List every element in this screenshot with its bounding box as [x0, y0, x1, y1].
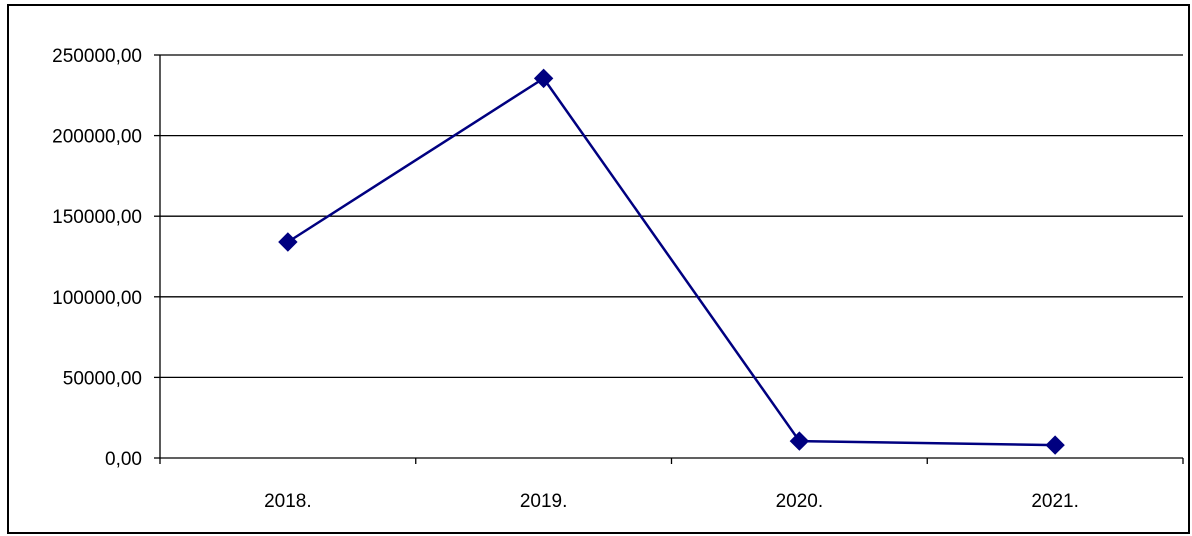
series-line	[287, 77, 1056, 447]
data-point-marker	[1045, 435, 1065, 455]
x-tick-label: 2018.	[264, 491, 312, 512]
y-tick-label: 100000,00	[52, 288, 142, 309]
series-layer	[278, 68, 1065, 455]
x-tick-label: 2020.	[776, 491, 824, 512]
y-tick-label: 200000,00	[52, 127, 142, 148]
data-point-marker	[533, 68, 554, 89]
y-tick-label: 150000,00	[52, 207, 142, 228]
gridlines	[160, 54, 1183, 379]
x-tick-label: 2019.	[520, 491, 568, 512]
chart-frame	[7, 4, 1190, 534]
y-tick-label: 50000,00	[63, 368, 142, 389]
data-point-marker	[278, 232, 298, 252]
data-point-marker	[789, 431, 810, 451]
axes	[154, 54, 1184, 464]
y-tick-label: 250000,00	[52, 46, 142, 67]
x-tick-label: 2021.	[1031, 491, 1079, 512]
x-tick-labels: 2018. 2019. 2020. 2021.	[264, 491, 1079, 512]
y-tick-label: 0,00	[105, 449, 142, 470]
y-tick-labels: 0,00 50000,00 100000,00 150000,00 200000,00 2…	[52, 46, 142, 470]
